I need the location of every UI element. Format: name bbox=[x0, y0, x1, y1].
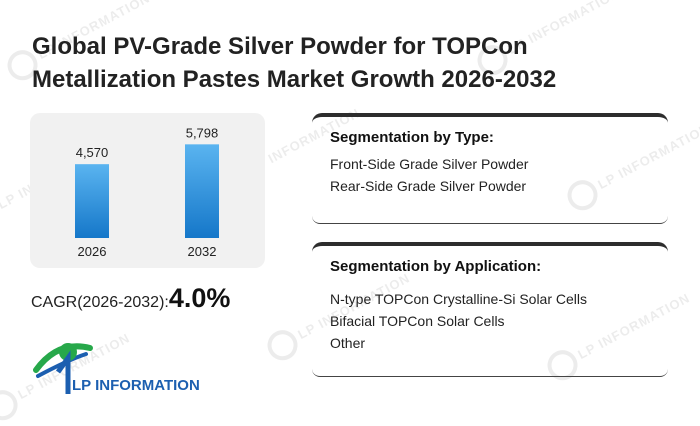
data-label-2026: 4,570 bbox=[76, 145, 109, 160]
logo-text: LP INFORMATION bbox=[72, 377, 200, 394]
segmentation-application-title: Segmentation by Application: bbox=[330, 258, 542, 275]
logo-mark-icon: LP INFORMATION bbox=[33, 343, 200, 394]
bar-chart: 4,570 2026 5,798 2032 bbox=[30, 113, 265, 268]
segmentation-type-item: Front-Side Grade Silver Powder bbox=[330, 156, 529, 172]
bar-2026 bbox=[75, 164, 109, 238]
data-label-2032: 5,798 bbox=[186, 125, 219, 140]
segmentation-application-item: Bifacial TOPCon Solar Cells bbox=[330, 313, 505, 329]
page-title: Global PV-Grade Silver Powder for TOPCon… bbox=[32, 30, 672, 96]
bar-2032 bbox=[185, 144, 219, 238]
bar-chart-svg: 4,570 2026 5,798 2032 bbox=[75, 125, 219, 259]
segmentation-application-item: Other bbox=[330, 335, 366, 351]
segmentation-type-item: Rear-Side Grade Silver Powder bbox=[330, 178, 527, 194]
category-label-2032: 2032 bbox=[188, 244, 217, 259]
segmentation-by-application-card: Segmentation by Application: N-type TOPC… bbox=[312, 242, 668, 377]
category-label-2026: 2026 bbox=[78, 244, 107, 259]
title-line-1: Global PV-Grade Silver Powder for TOPCon bbox=[32, 33, 528, 60]
cagr: CAGR(2026-2032):4.0% bbox=[31, 283, 230, 314]
segmentation-by-type-card: Segmentation by Type: Front-Side Grade S… bbox=[312, 113, 668, 224]
cagr-label: CAGR(2026-2032): bbox=[31, 294, 169, 311]
segmentation-application-item: N-type TOPCon Crystalline-Si Solar Cells bbox=[330, 291, 588, 307]
segmentation-type-title: Segmentation by Type: bbox=[330, 129, 494, 146]
lp-information-logo: LP INFORMATION bbox=[28, 330, 208, 400]
cagr-value: 4.0% bbox=[168, 283, 231, 313]
title-line-2: Metallization Pastes Market Growth 2026-… bbox=[32, 66, 557, 93]
